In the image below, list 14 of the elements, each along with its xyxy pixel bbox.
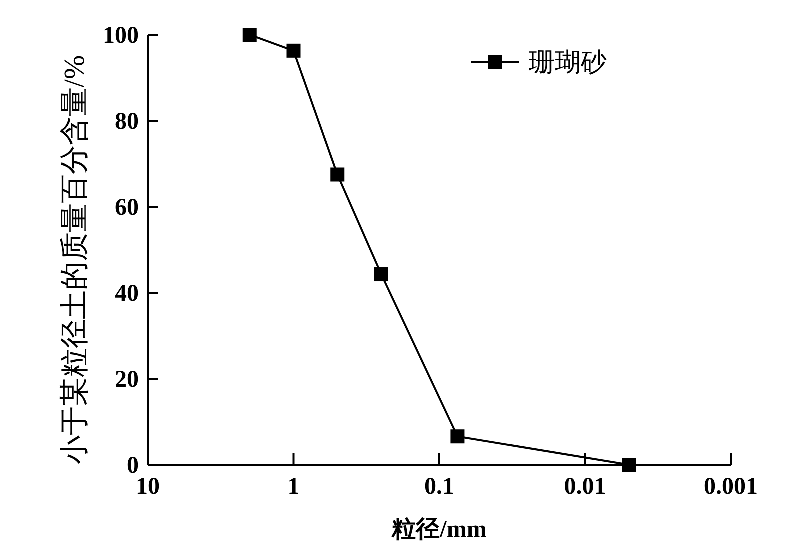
x-tick-label: 10 — [136, 474, 160, 500]
x-tick-label: 0.001 — [704, 474, 758, 500]
y-tick-label: 20 — [115, 367, 139, 393]
y-tick-label: 100 — [103, 23, 139, 49]
x-tick-label: 0.01 — [564, 474, 606, 500]
y-tick-label: 80 — [115, 109, 139, 135]
y-tick-label: 40 — [115, 281, 139, 307]
legend-label: 珊瑚砂 — [529, 48, 607, 77]
x-axis-title: 粒径/mm — [391, 517, 487, 543]
x-tick-label: 1 — [288, 474, 300, 500]
y-axis-title: 小于某粒径土的质量百分含量/% — [59, 55, 91, 465]
x-tick-label: 0.1 — [424, 474, 454, 500]
y-tick-label: 0 — [127, 453, 139, 479]
y-tick-label: 60 — [115, 195, 139, 221]
